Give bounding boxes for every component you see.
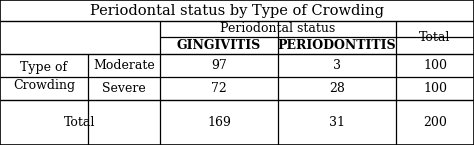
Text: Severe: Severe	[102, 82, 146, 95]
Text: Total: Total	[419, 31, 451, 44]
Text: 28: 28	[329, 82, 345, 95]
Text: GINGIVITIS: GINGIVITIS	[177, 39, 261, 52]
Text: Type of
Crowding: Type of Crowding	[13, 61, 75, 93]
Text: 100: 100	[423, 59, 447, 72]
Text: 72: 72	[211, 82, 227, 95]
Text: Periodontal status: Periodontal status	[220, 22, 336, 36]
Text: Moderate: Moderate	[93, 59, 155, 72]
Text: 200: 200	[423, 116, 447, 129]
Text: Periodontal status by Type of Crowding: Periodontal status by Type of Crowding	[90, 3, 384, 18]
Text: 3: 3	[333, 59, 341, 72]
Text: 169: 169	[207, 116, 231, 129]
Text: 31: 31	[329, 116, 345, 129]
Text: 100: 100	[423, 82, 447, 95]
Text: PERIODONTITIS: PERIODONTITIS	[278, 39, 396, 52]
Text: 97: 97	[211, 59, 227, 72]
Text: Total: Total	[64, 116, 96, 129]
